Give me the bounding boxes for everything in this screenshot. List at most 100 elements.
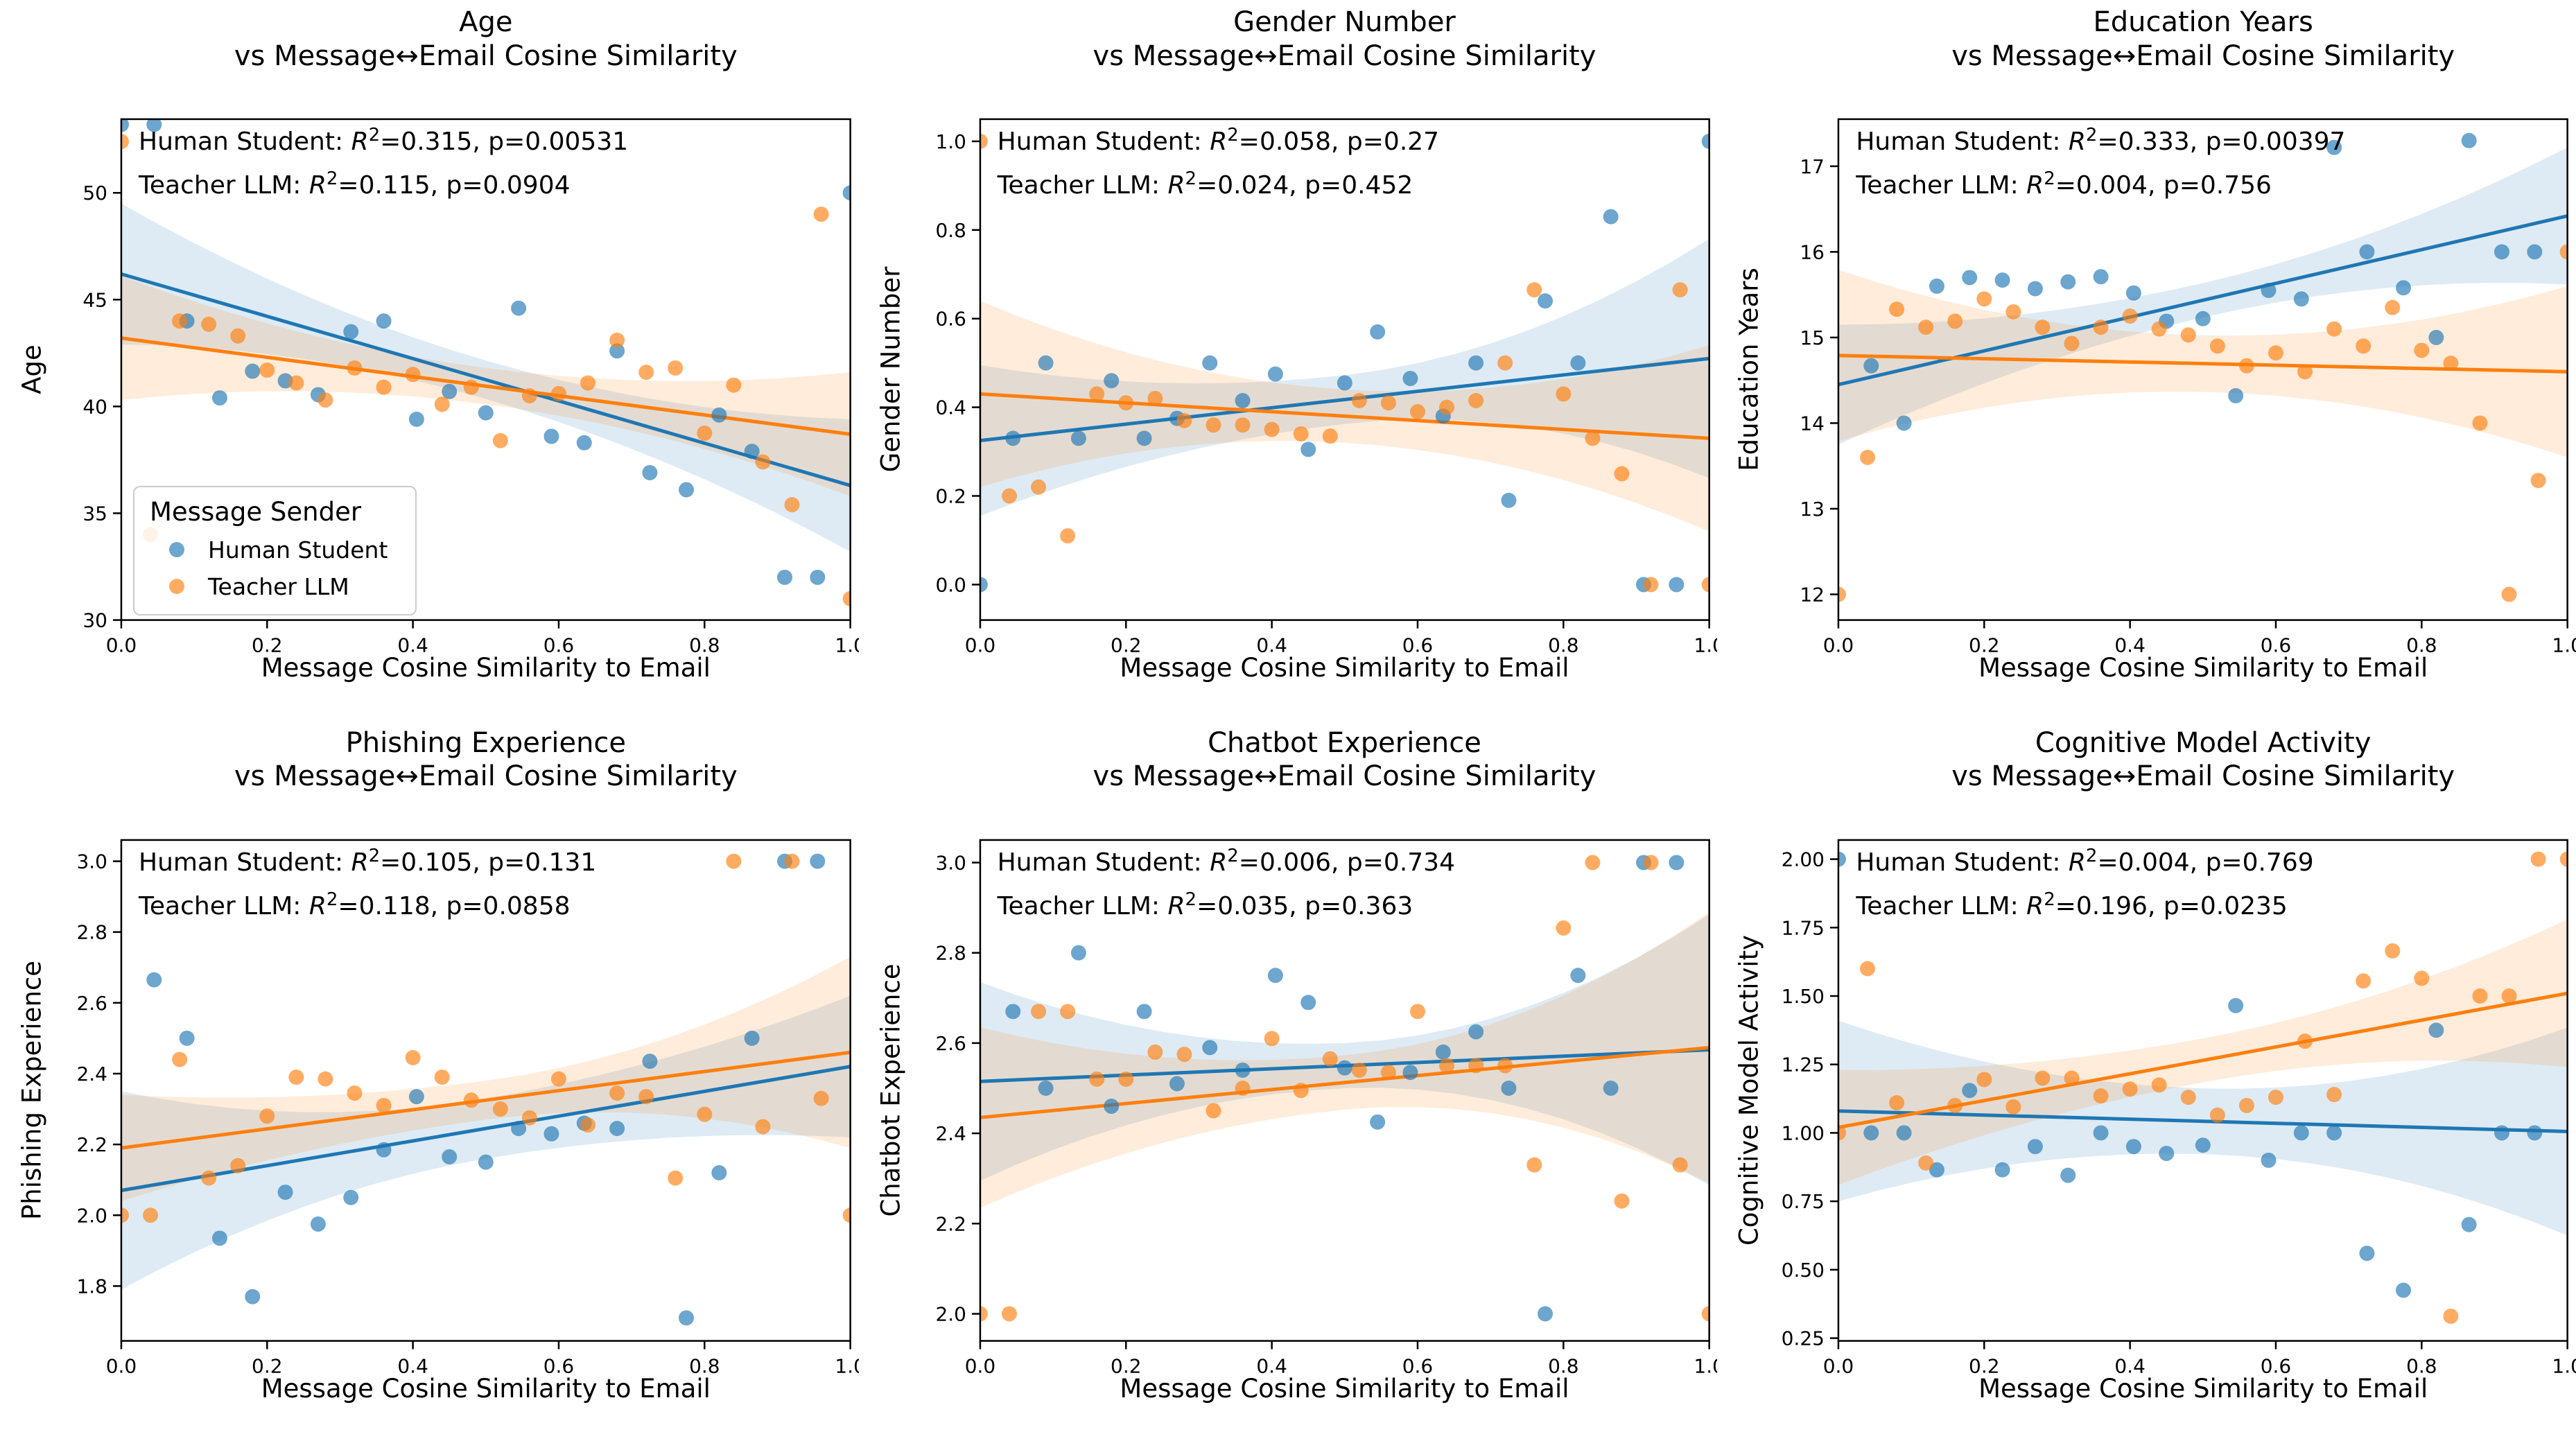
svg-text:2.0: 2.0	[76, 1204, 107, 1227]
svg-text:50: 50	[82, 182, 107, 204]
svg-text:45: 45	[82, 288, 107, 311]
x-axis-label: Message Cosine Similarity to Email	[1120, 653, 1569, 683]
svg-text:16: 16	[1800, 241, 1825, 263]
legend-item-teacher-llm: Teacher LLM	[150, 573, 388, 600]
plot-title: Chatbot Experience vs Message↔Email Cosi…	[980, 726, 1709, 794]
subplot-gender-number: 0.0 0.2 0.4 0.6 0.8 1.0 0.0 0.2 0.4 0.6 0.8 1.0 Gen…	[859, 0, 1717, 721]
svg-text:1.50: 1.50	[1782, 985, 1825, 1008]
plot-title-line1: Gender Number	[1233, 6, 1456, 38]
plot-title-line2: vs Message↔Email Cosine Similarity	[234, 760, 738, 793]
plot-title-line1: Education Years	[2093, 6, 2313, 38]
svg-text:1.0: 1.0	[935, 130, 966, 153]
svg-text:2.8: 2.8	[935, 941, 966, 964]
stats-annotation: Human Student: R2=0.315, p=0.00531 Teach…	[139, 126, 628, 213]
svg-text:0.4: 0.4	[1256, 634, 1287, 657]
stats-annotation: Human Student: R2=0.004, p=0.769 Teacher…	[1856, 847, 2313, 934]
stats-human-student: Human Student: R2=0.058, p=0.27	[997, 125, 1440, 156]
svg-text:0.8: 0.8	[1548, 1354, 1578, 1377]
stats-teacher-llm: Teacher LLM: R2=0.024, p=0.452	[997, 168, 1413, 200]
svg-text:0.2: 0.2	[1969, 634, 1999, 657]
svg-text:0.0: 0.0	[106, 634, 137, 657]
plot-title-line1: Age	[459, 6, 513, 38]
svg-text:0.6: 0.6	[1402, 1354, 1432, 1377]
svg-text:0.6: 0.6	[935, 308, 966, 331]
svg-text:0.0: 0.0	[964, 634, 995, 657]
stats-human-student: Human Student: R2=0.333, p=0.00397	[1856, 125, 2346, 156]
legend-item-label: Human Student	[208, 536, 388, 564]
stats-teacher-llm: Teacher LLM: R2=0.115, p=0.0904	[139, 168, 571, 200]
y-axis-label: Gender Number	[876, 266, 906, 473]
stats-annotation: Human Student: R2=0.058, p=0.27 Teacher …	[998, 126, 1439, 213]
plot-title: Gender Number vs Message↔Email Cosine Si…	[980, 6, 1709, 73]
svg-text:0.4: 0.4	[2115, 634, 2146, 657]
y-axis-label: Cognitive Model Activity	[1734, 934, 1764, 1246]
axes-canvas: 2.0 2.2 2.4 2.6 2.8 3.0 0.0 0.2 0.4 0.6 0.8 1.0	[935, 839, 1717, 1377]
stats-teacher-llm: Teacher LLM: R2=0.118, p=0.0858	[139, 889, 571, 920]
svg-text:1.0: 1.0	[1694, 634, 1717, 657]
plot-title-line2: vs Message↔Email Cosine Similarity	[1951, 760, 2455, 793]
subplot-chatbot-experience: 2.0 2.2 2.4 2.6 2.8 3.0 0.0 0.2 0.4 0.6 0.8 1.0 Cha…	[859, 721, 1717, 1441]
svg-text:3.0: 3.0	[935, 851, 966, 874]
subplot-phishing-experience: 1.82.02.22.42.62.83.00.00.20.40.60.81.0 …	[0, 721, 859, 1441]
x-axis-label: Message Cosine Similarity to Email	[1120, 1373, 1569, 1404]
svg-text:15: 15	[1800, 326, 1825, 349]
svg-text:0.75: 0.75	[1782, 1190, 1825, 1213]
svg-text:1.75: 1.75	[1782, 916, 1825, 939]
plot-title-line2: vs Message↔Email Cosine Similarity	[1093, 760, 1596, 793]
y-axis-label: Chatbot Experience	[876, 963, 906, 1217]
subplot-education-years: 12 13 14 15 16 17 0.0 0.2 0.4 0.6 0.8 1.0 Education…	[1717, 0, 2576, 721]
svg-text:1.0: 1.0	[2552, 634, 2576, 657]
legend-item-label: Teacher LLM	[208, 573, 349, 600]
axes-canvas: 30 35 40 45 50 0.0 0.2 0.4 0.6 0.8 1.0	[82, 118, 859, 657]
svg-text:17: 17	[1800, 155, 1825, 178]
svg-text:0.0: 0.0	[106, 1354, 137, 1377]
svg-text:0.2: 0.2	[1969, 1354, 1999, 1377]
svg-text:0.6: 0.6	[2261, 634, 2291, 657]
svg-text:0.8: 0.8	[689, 1354, 720, 1377]
stats-annotation: Human Student: R2=0.105, p=0.131 Teacher…	[139, 847, 596, 934]
svg-text:12: 12	[1800, 584, 1825, 606]
subplot-age: 30 35 40 45 50 0.0 0.2 0.4 0.6 0.8 1.0 Age vs Mess…	[0, 0, 859, 721]
svg-text:0.4: 0.4	[2115, 1354, 2146, 1377]
x-axis-label: Message Cosine Similarity to Email	[1978, 653, 2428, 683]
svg-text:2.6: 2.6	[76, 991, 107, 1014]
svg-text:30: 30	[82, 609, 107, 632]
plot-title-line2: vs Message↔Email Cosine Similarity	[1093, 40, 1596, 72]
svg-text:35: 35	[82, 502, 107, 525]
svg-text:1.0: 1.0	[2552, 1354, 2576, 1377]
stats-human-student: Human Student: R2=0.105, p=0.131	[139, 845, 597, 877]
svg-text:0.8: 0.8	[2406, 634, 2437, 657]
plot-title-line1: Phishing Experience	[345, 726, 627, 759]
legend: Message Sender Human Student Teacher LLM	[133, 485, 417, 615]
legend-item-human-student: Human Student	[150, 536, 388, 564]
stats-human-student: Human Student: R2=0.004, p=0.769	[1856, 845, 2314, 877]
svg-text:0.8: 0.8	[1548, 634, 1578, 657]
x-axis-label: Message Cosine Similarity to Email	[1978, 1373, 2428, 1404]
stats-annotation: Human Student: R2=0.006, p=0.734 Teacher…	[998, 847, 1455, 934]
svg-text:0.6: 0.6	[543, 634, 574, 657]
plot-title: Phishing Experience vs Message↔Email Cos…	[121, 726, 851, 794]
svg-text:3.0: 3.0	[76, 850, 107, 873]
plot-title-line1: Chatbot Experience	[1208, 726, 1481, 759]
svg-text:0.8: 0.8	[2406, 1354, 2437, 1377]
axes-canvas: 0.25 0.50 0.75 1.00 1.25 1.50 1.75 2.00 0.0 0.2 0.…	[1782, 839, 2576, 1377]
y-axis-label: Education Years	[1734, 268, 1764, 471]
svg-text:0.50: 0.50	[1782, 1258, 1825, 1281]
svg-text:13: 13	[1800, 498, 1825, 521]
svg-text:2.8: 2.8	[76, 920, 107, 943]
axes-canvas: 1.8 2.0 2.2 2.4 2.6 2.8 3.0 0.0 0.2 0.4 0.6 0.8 1.0	[76, 839, 859, 1377]
y-axis-label: Phishing Experience	[17, 960, 47, 1220]
svg-text:0.25: 0.25	[1782, 1327, 1825, 1350]
svg-text:0.4: 0.4	[397, 1354, 428, 1377]
svg-text:40: 40	[82, 395, 107, 418]
subplot-cognitive-model-activity: 0.25 0.50 0.75 1.00 1.25 1.50 1.75 2.00 0.0 0.2 0.…	[1717, 721, 2576, 1441]
plot-title: Age vs Message↔Email Cosine Similarity	[121, 6, 851, 73]
stats-teacher-llm: Teacher LLM: R2=0.035, p=0.363	[997, 889, 1413, 920]
stats-human-student: Human Student: R2=0.315, p=0.00531	[139, 125, 629, 156]
svg-text:0.2: 0.2	[1111, 634, 1141, 657]
svg-text:0.6: 0.6	[2261, 1354, 2291, 1377]
axes-canvas: 0.0 0.2 0.4 0.6 0.8 1.0 0.0 0.2 0.4 0.6 0.8 1.0	[935, 118, 1717, 657]
plot-title-line2: vs Message↔Email Cosine Similarity	[234, 40, 738, 72]
y-axis-label: Age	[17, 344, 47, 394]
